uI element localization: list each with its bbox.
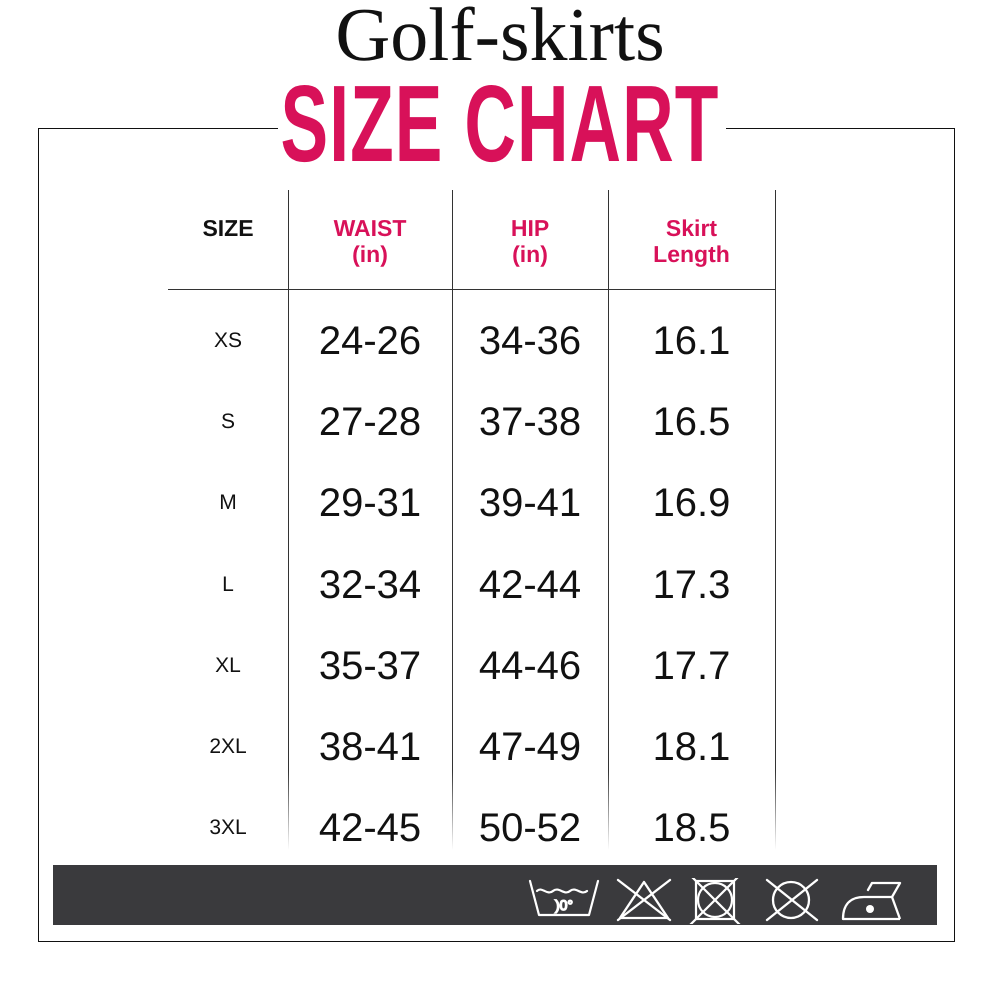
svg-text:)0°: )0° xyxy=(555,897,573,913)
